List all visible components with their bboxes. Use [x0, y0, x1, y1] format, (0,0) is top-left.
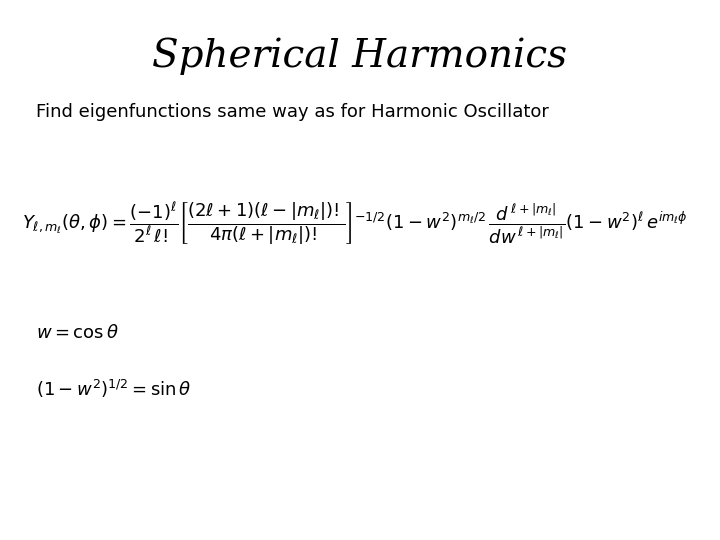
Text: $\left(1-w^{2}\right)^{1/2}=\sin\theta$: $\left(1-w^{2}\right)^{1/2}=\sin\theta$ [36, 378, 192, 400]
Text: Spherical Harmonics: Spherical Harmonics [153, 38, 567, 75]
Text: $Y_{\ell,m_{\ell}}(\theta,\phi)=\dfrac{(-1)^{\ell}}{2^{\ell}\,\ell!}\left[\dfrac: $Y_{\ell,m_{\ell}}(\theta,\phi)=\dfrac{(… [22, 200, 688, 247]
Text: $w=\cos\theta$: $w=\cos\theta$ [36, 324, 119, 342]
Text: Find eigenfunctions same way as for Harmonic Oscillator: Find eigenfunctions same way as for Harm… [36, 103, 549, 120]
